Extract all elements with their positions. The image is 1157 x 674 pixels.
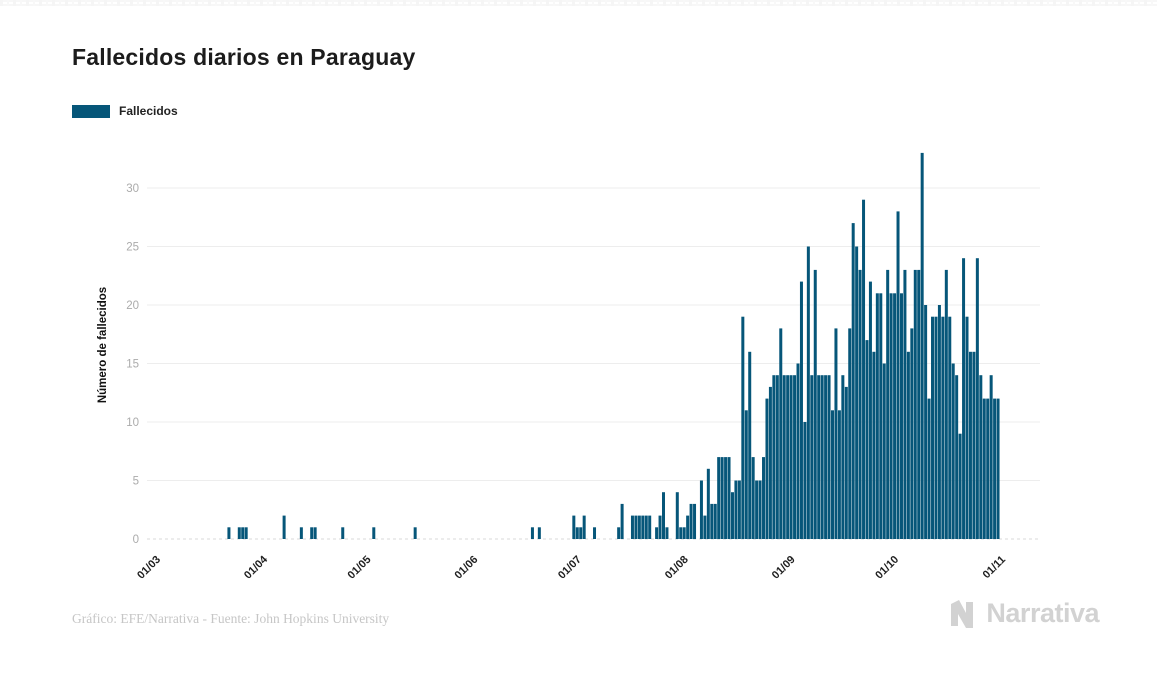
svg-text:01/07: 01/07: [556, 554, 584, 582]
source-credit: Gráfico: EFE/Narrativa - Fuente: John Ho…: [72, 611, 390, 626]
svg-text:01/04: 01/04: [242, 553, 271, 582]
legend-label: Fallecidos: [119, 104, 178, 118]
svg-text:01/09: 01/09: [770, 554, 798, 582]
svg-text:15: 15: [126, 359, 139, 371]
svg-text:01/10: 01/10: [873, 554, 901, 582]
narrativa-logo: Narrativa: [950, 598, 1099, 629]
top-noise-strip: [0, 0, 1157, 6]
page-title: Fallecidos diarios en Paraguay: [72, 44, 416, 70]
chart-legend: Fallecidos: [72, 104, 178, 118]
svg-text:0: 0: [133, 534, 139, 546]
narrativa-n-icon: [951, 599, 974, 628]
svg-text:10: 10: [126, 417, 139, 429]
legend-swatch: [72, 104, 110, 118]
svg-text:01/03: 01/03: [135, 554, 163, 582]
svg-text:01/05: 01/05: [346, 554, 374, 582]
svg-text:01/11: 01/11: [981, 554, 1009, 582]
svg-text:5: 5: [133, 476, 139, 488]
svg-text:25: 25: [126, 242, 139, 254]
svg-text:01/06: 01/06: [452, 554, 480, 582]
svg-text:20: 20: [126, 300, 139, 312]
svg-text:01/08: 01/08: [663, 554, 691, 582]
svg-text:30: 30: [126, 183, 139, 195]
logo-text: Narrativa: [986, 598, 1099, 628]
svg-text:Número de fallecidos: Número de fallecidos: [97, 287, 109, 403]
